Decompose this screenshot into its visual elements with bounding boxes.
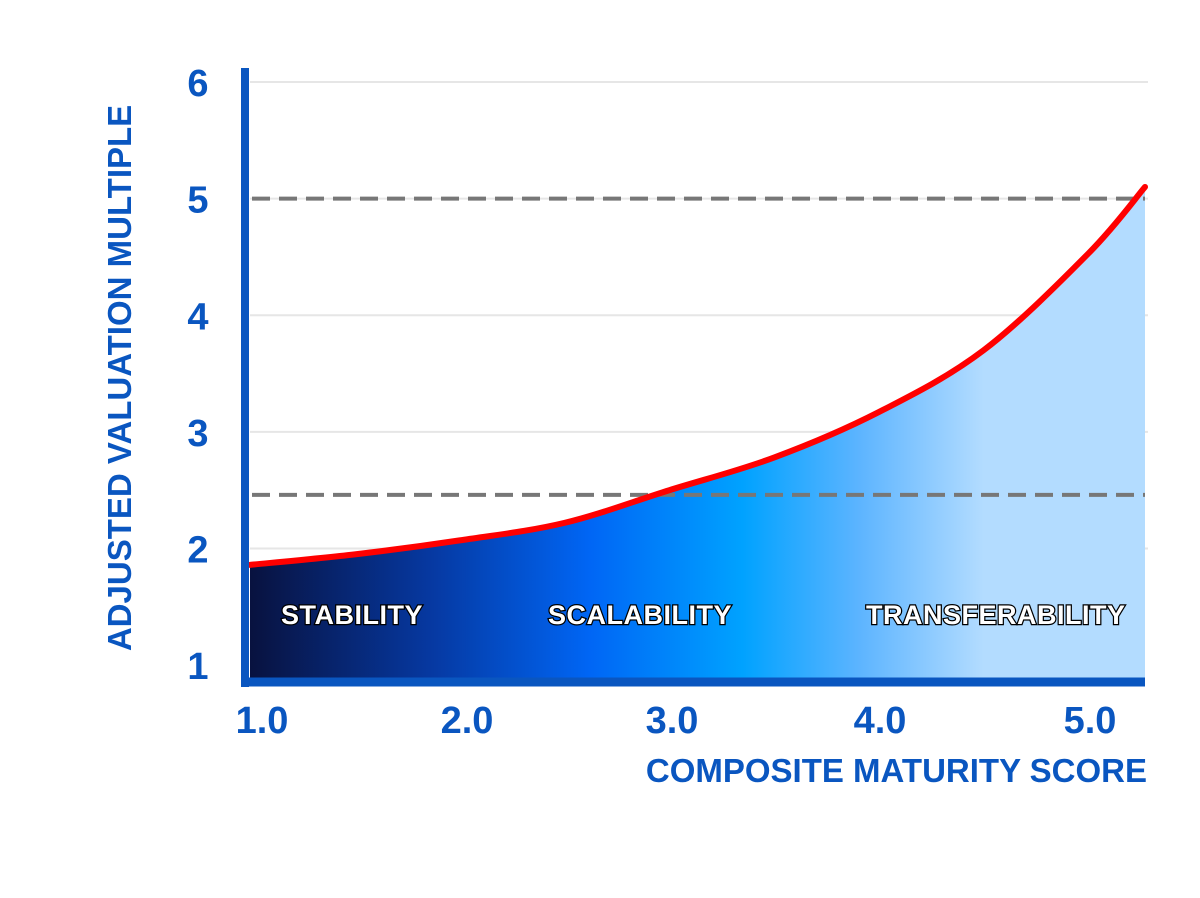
x-tick-label: 5.0	[1064, 700, 1117, 742]
x-tick-label: 1.0	[236, 700, 289, 742]
y-tick-label: 4	[187, 296, 208, 338]
y-tick-label: 6	[187, 63, 208, 105]
x-tick-label: 2.0	[441, 700, 494, 742]
y-axis-label: ADJUSTED VALUATION MULTIPLE	[101, 105, 138, 651]
y-tick-label: 2	[187, 530, 208, 572]
series-line	[247, 183, 1148, 568]
y-tick-label: 3	[187, 413, 208, 455]
x-tick-label: 4.0	[854, 700, 907, 742]
area-fill	[250, 186, 1145, 680]
y-tick-label: 5	[187, 180, 208, 222]
y-tick-label: 1	[187, 646, 208, 688]
zone-label: SCALABILITY	[548, 600, 732, 630]
reference-lines	[252, 196, 1145, 497]
zone-label: STABILITY	[281, 600, 423, 630]
x-axis-label: COMPOSITE MATURITY SCORE	[646, 752, 1147, 789]
x-tick-label: 3.0	[646, 700, 699, 742]
zone-label: TRANSFERABILITY	[866, 600, 1126, 630]
